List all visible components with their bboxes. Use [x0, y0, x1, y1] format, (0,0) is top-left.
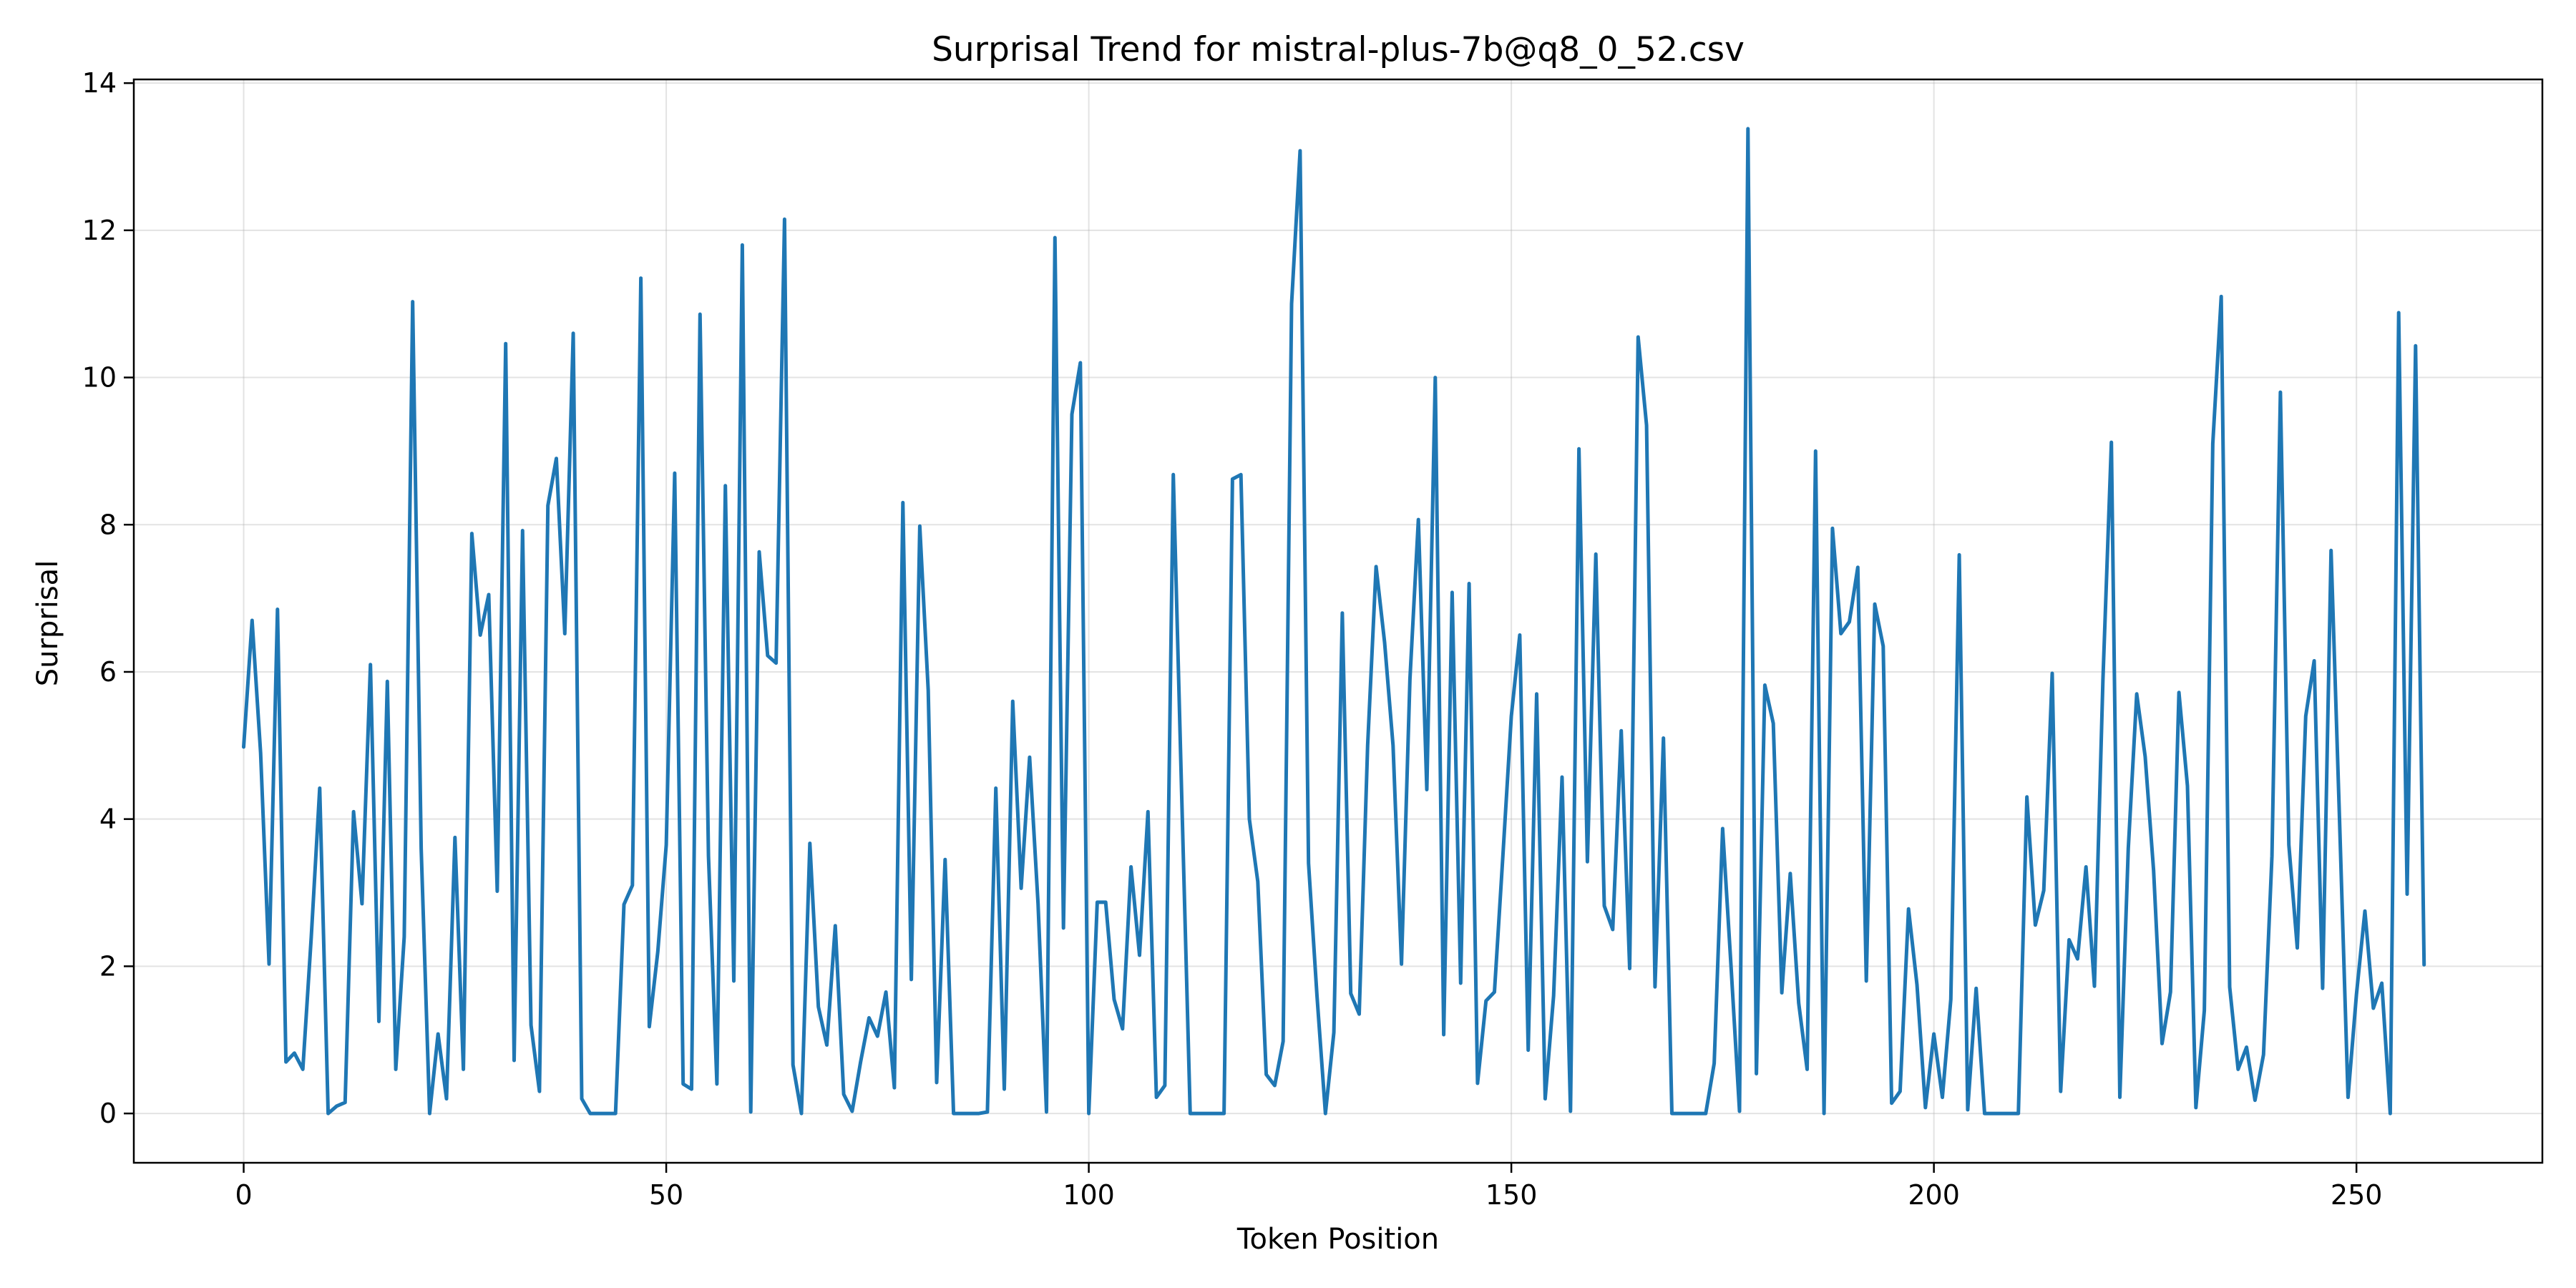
plot-frame [132, 78, 2544, 1164]
x-tick-label: 50 [649, 1179, 683, 1211]
x-tick-label: 100 [1063, 1179, 1115, 1211]
x-axis-label: Token Position [1236, 1223, 1439, 1256]
y-axis-label: Surprisal [31, 560, 64, 687]
y-tick-label: 2 [99, 950, 117, 982]
y-tick-label: 10 [82, 362, 117, 394]
x-tick-label: 200 [1908, 1179, 1960, 1211]
grid [134, 79, 2542, 1163]
x-tick-label: 250 [2331, 1179, 2383, 1211]
x-tick-label: 150 [1485, 1179, 1538, 1211]
y-tick-label: 6 [99, 656, 117, 688]
axis-ticks: 0 50 100 150 200 250 0 2 4 6 8 10 12 14 [82, 67, 2383, 1211]
x-tick-label: 0 [235, 1179, 252, 1211]
y-tick-label: 0 [99, 1098, 117, 1129]
surprisal-series-line [242, 127, 2426, 1116]
y-tick-label: 12 [82, 215, 117, 246]
y-tick-label: 14 [82, 67, 117, 99]
y-tick-label: 4 [99, 804, 117, 835]
y-tick-label: 8 [99, 509, 117, 540]
chart-title: Surprisal Trend for mistral-plus-7b@q8_0… [932, 30, 1745, 69]
